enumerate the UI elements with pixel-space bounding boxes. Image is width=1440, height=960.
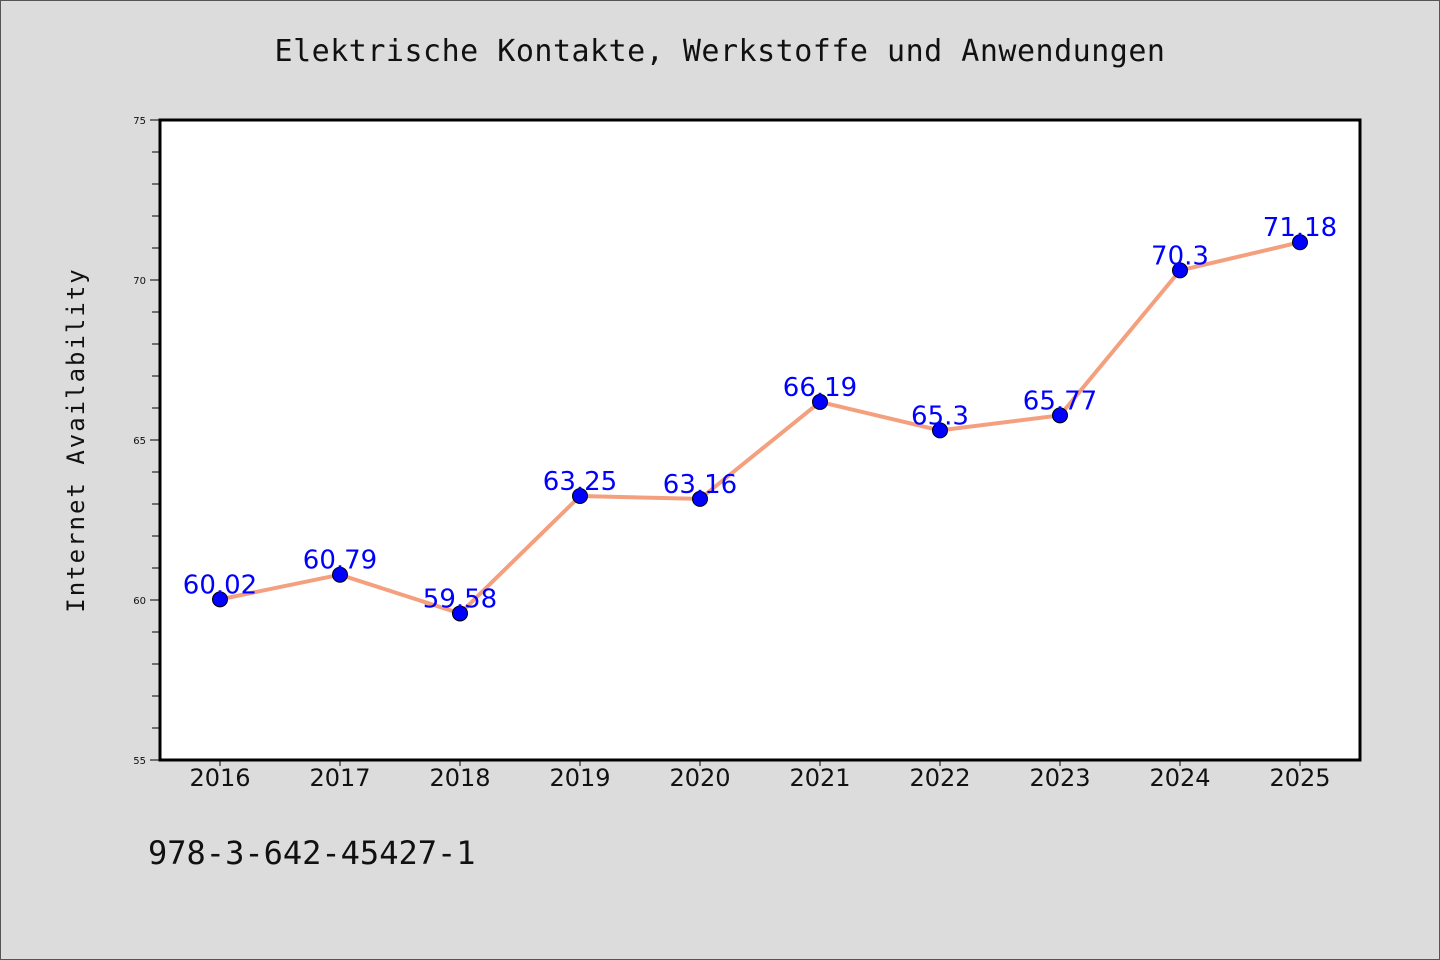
x-tick-label: 2022 (909, 764, 970, 792)
data-label: 65.3 (911, 401, 969, 431)
footer-code: 978-3-642-45427-1 (148, 834, 476, 872)
data-label: 66.19 (783, 373, 857, 403)
series-line (218, 240, 1302, 616)
y-axis: 55 60 65 70 75 (133, 116, 160, 767)
data-point (332, 566, 348, 583)
data-label: 65.77 (1023, 386, 1097, 416)
chart-title: Elektrische Kontakte, Werkstoffe und Anw… (274, 34, 1166, 69)
y-tick-label: 70 (133, 276, 146, 287)
plot-area (158, 118, 1362, 762)
data-point (812, 393, 828, 410)
y-tick-label: 60 (133, 596, 146, 607)
x-tick-label: 2017 (309, 764, 370, 792)
x-tick-label: 2016 (189, 764, 250, 792)
data-label: 60.02 (183, 570, 257, 600)
x-tick-label: 2024 (1149, 764, 1210, 792)
data-label: 71.18 (1263, 213, 1337, 243)
y-tick-label: 65 (133, 436, 146, 447)
data-point (1052, 407, 1068, 424)
data-point (1172, 262, 1188, 279)
data-point (692, 490, 708, 507)
x-axis: 2016 2017 2018 2019 2020 2021 2022 2023 2024 2025 (189, 760, 1331, 792)
data-point (452, 605, 468, 622)
data-label: 60.79 (303, 546, 377, 576)
data-label: 63.16 (663, 470, 737, 500)
x-tick-label: 2025 (1269, 764, 1330, 792)
data-point (932, 422, 948, 439)
series-layer: 60.02 60.79 59.58 63.25 63.16 66.19 65.3 65.77 7… (183, 213, 1337, 622)
y-tick-label: 55 (133, 756, 146, 767)
data-label: 70.3 (1151, 241, 1209, 271)
x-tick-label: 2020 (669, 764, 730, 792)
data-point (212, 591, 228, 608)
x-tick-label: 2019 (549, 764, 610, 792)
x-tick-label: 2021 (789, 764, 850, 792)
y-axis-label: Internet Availability (62, 267, 90, 612)
x-tick-label: 2023 (1029, 764, 1090, 792)
data-label: 63.25 (543, 467, 617, 497)
y-tick-label: 75 (133, 116, 146, 127)
x-tick-label: 2018 (429, 764, 490, 792)
data-point (572, 488, 588, 504)
data-point (1292, 234, 1308, 251)
data-label: 59.58 (423, 584, 497, 614)
